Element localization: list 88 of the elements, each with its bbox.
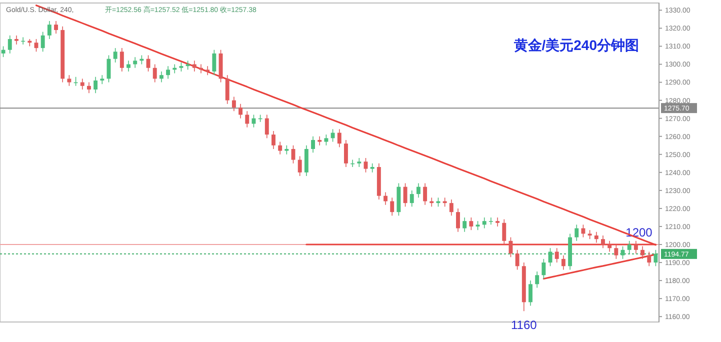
candlestick	[100, 74, 104, 84]
candlestick	[146, 54, 150, 72]
candlestick	[496, 217, 500, 227]
candlestick	[594, 231, 598, 244]
candlestick	[548, 248, 552, 267]
candlestick	[462, 217, 467, 232]
candlestick	[581, 224, 586, 238]
candlestick	[152, 64, 157, 83]
candlestick	[14, 35, 18, 45]
candlestick	[1, 46, 6, 58]
candlestick	[542, 258, 546, 280]
candlestick	[574, 224, 579, 242]
candlestick	[133, 56, 138, 68]
candlestick	[80, 78, 84, 90]
candlestick	[245, 110, 250, 128]
candlestick	[436, 197, 440, 208]
candlestick	[488, 217, 493, 226]
candlestick	[528, 280, 532, 306]
line-series	[542, 254, 657, 280]
candlestick	[456, 208, 460, 232]
candlestick	[370, 163, 374, 173]
candlestick	[416, 182, 420, 198]
candlestick	[192, 60, 196, 72]
candlestick	[311, 136, 315, 153]
candlestick	[337, 128, 342, 148]
candlestick	[627, 240, 632, 254]
candlestick	[298, 156, 302, 176]
candlestick	[252, 114, 256, 128]
candlestick	[159, 71, 164, 83]
candlestick	[515, 250, 520, 270]
candlestick	[324, 134, 328, 146]
candlestick	[212, 49, 216, 76]
candlestick	[357, 158, 362, 168]
candlestick	[535, 271, 540, 288]
candlestick	[94, 76, 98, 94]
candlestick	[318, 136, 322, 146]
candlestick	[588, 230, 592, 240]
candlestick	[8, 35, 12, 54]
candlestick	[469, 217, 474, 230]
candlestick	[390, 197, 394, 216]
candlestick	[634, 240, 638, 254]
candlestick	[179, 62, 184, 72]
candlestick	[384, 192, 388, 206]
candlestick	[34, 38, 38, 52]
candlestick	[206, 66, 210, 76]
candlestick	[54, 20, 58, 34]
candlestick	[126, 60, 130, 72]
annotation: 1160	[511, 318, 538, 332]
candlestick	[640, 246, 644, 260]
candlestick	[272, 130, 276, 150]
candlestick	[113, 48, 118, 63]
candlestick	[284, 144, 289, 155]
candlestick	[264, 114, 269, 139]
candlestick	[601, 235, 605, 249]
annotation: 1200	[626, 226, 653, 240]
candlestick	[120, 48, 124, 72]
candlestick	[166, 66, 170, 80]
candlestick	[620, 246, 625, 260]
candlestick	[291, 144, 296, 164]
candlestick	[554, 248, 559, 263]
candlestick	[364, 158, 368, 173]
candlestick	[608, 240, 612, 252]
candlestick	[40, 31, 45, 52]
candlestick	[502, 218, 506, 245]
candlestick	[330, 128, 335, 142]
candlestick	[430, 197, 434, 208]
candlestick	[647, 251, 652, 267]
candlestick	[449, 199, 454, 216]
text: 黄金/美元240分钟图	[512, 37, 639, 53]
candlestick	[67, 74, 72, 86]
candlestick	[47, 20, 52, 40]
candlestick	[232, 96, 236, 112]
candlestick	[278, 141, 282, 155]
candlestick	[508, 236, 513, 258]
candlestick	[410, 190, 414, 208]
candlestick	[225, 74, 230, 104]
candlestick	[238, 104, 243, 119]
candlestick	[86, 82, 91, 94]
candlestick	[423, 182, 428, 206]
candlestick	[614, 244, 618, 260]
candlestick	[304, 144, 308, 176]
candlestick	[482, 217, 486, 229]
candlestick	[344, 140, 348, 168]
candlestick	[561, 254, 566, 270]
candlestick	[654, 250, 658, 267]
candlestick	[442, 197, 447, 208]
candlestick	[476, 220, 480, 230]
candlestick	[403, 182, 408, 208]
